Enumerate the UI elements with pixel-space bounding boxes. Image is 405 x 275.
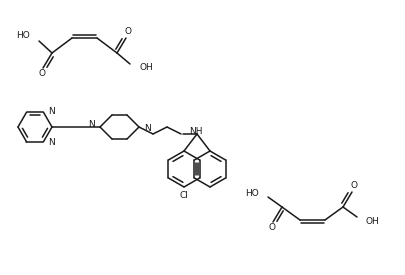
Text: OH: OH: [365, 216, 379, 226]
Text: Cl: Cl: [179, 191, 188, 200]
Text: N: N: [88, 120, 95, 130]
Text: HO: HO: [245, 188, 258, 197]
Text: NH: NH: [189, 128, 202, 136]
Text: N: N: [48, 107, 55, 116]
Text: N: N: [48, 138, 55, 147]
Text: O: O: [350, 182, 357, 191]
Text: N: N: [144, 125, 150, 133]
Text: HO: HO: [16, 32, 30, 40]
Text: O: O: [38, 70, 45, 78]
Text: O: O: [124, 28, 131, 37]
Text: O: O: [268, 224, 275, 232]
Text: OH: OH: [140, 64, 153, 73]
